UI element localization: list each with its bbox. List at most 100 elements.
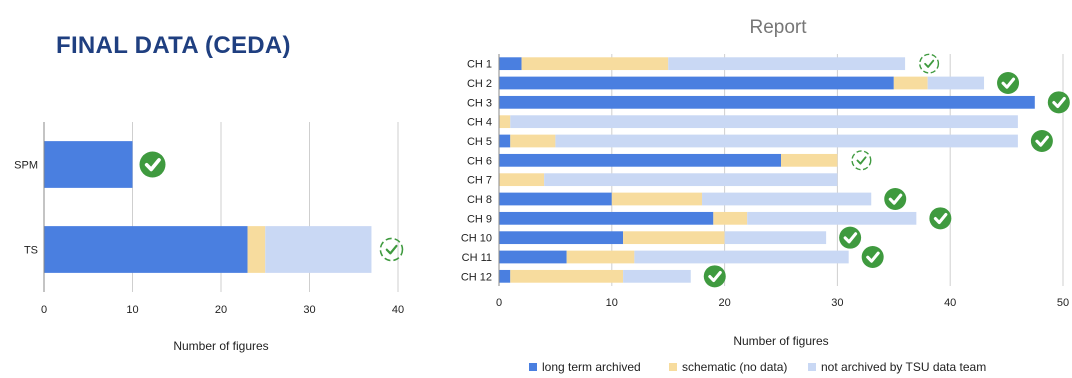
page-title: FINAL DATA (CEDA) xyxy=(56,32,291,59)
bar-segment xyxy=(44,141,133,188)
x-tick-label: 30 xyxy=(303,304,315,316)
bar-segment xyxy=(623,269,691,283)
y-category-label: CH 6 xyxy=(467,155,492,167)
y-category-label: CH 2 xyxy=(467,78,492,90)
check-circle xyxy=(1030,130,1053,152)
bar-segment xyxy=(724,231,827,245)
y-category-label: TS xyxy=(24,245,38,257)
bar-segment xyxy=(499,134,511,148)
check-in-progress-icon xyxy=(379,237,404,262)
x-tick-label: 20 xyxy=(718,297,730,309)
y-category-label: CH 8 xyxy=(467,194,492,206)
y-category-label: SPM xyxy=(14,160,38,172)
x-tick-label: 10 xyxy=(606,297,618,309)
check-dashed-circle xyxy=(851,150,872,171)
x-tick-label: 30 xyxy=(831,297,843,309)
legend-swatch xyxy=(669,363,677,371)
bar-segment xyxy=(499,153,781,167)
check-circle xyxy=(861,246,884,268)
y-category-label: CH 9 xyxy=(467,213,492,225)
legend-label: long term archived xyxy=(542,360,641,374)
bar-segment xyxy=(265,226,372,273)
bar-segment xyxy=(44,226,248,273)
check-mark xyxy=(1001,77,1016,89)
legend-item: long term archived xyxy=(529,360,641,374)
check-mark xyxy=(888,193,903,205)
check-in-progress-icon xyxy=(919,53,940,74)
check-mark xyxy=(144,158,161,172)
legend: long term archived schematic (no data) not… xyxy=(529,360,986,374)
legend-label: not archived by TSU data team xyxy=(821,360,986,374)
bar-segment xyxy=(247,226,266,273)
bar-segment xyxy=(499,173,545,187)
y-category-label: CH 3 xyxy=(467,97,492,109)
x-tick-label: 0 xyxy=(496,297,502,309)
check-mark xyxy=(866,251,880,263)
y-category-label: CH 11 xyxy=(462,252,492,264)
y-category-label: CH 5 xyxy=(467,136,492,148)
bar-segment xyxy=(521,57,669,71)
final-data-chart: 0 10 20 30 40 SPM TS Number of figures xyxy=(14,122,404,353)
check-complete-icon xyxy=(884,188,907,210)
bar-segment xyxy=(566,250,635,264)
check-circle xyxy=(1047,91,1070,114)
y-category-label: CH 12 xyxy=(461,271,492,283)
check-mark xyxy=(385,244,398,255)
bar-segment xyxy=(499,76,894,90)
bar-segment xyxy=(499,192,612,206)
bar-segment xyxy=(499,231,624,245)
bar-segment xyxy=(510,134,556,148)
check-complete-icon xyxy=(839,226,862,249)
check-circle xyxy=(929,207,952,230)
check-mark xyxy=(1052,96,1066,109)
check-circle xyxy=(839,226,862,249)
check-complete-icon xyxy=(703,265,726,288)
check-circle xyxy=(997,72,1020,94)
bar-segment xyxy=(499,211,714,225)
check-mark xyxy=(924,59,935,68)
check-mark xyxy=(1035,135,1049,147)
bar-segment xyxy=(611,192,703,206)
bar-segment xyxy=(781,153,838,167)
check-dashed-circle xyxy=(379,237,404,262)
bar-segment xyxy=(499,95,1035,109)
bar-segment xyxy=(668,57,906,71)
x-tick-label: 50 xyxy=(1057,297,1069,309)
bar-segment xyxy=(499,115,511,129)
check-dashed-circle xyxy=(919,53,940,74)
check-complete-icon xyxy=(997,72,1020,94)
bar-segment xyxy=(499,250,567,264)
check-mark xyxy=(933,212,948,225)
check-complete-icon xyxy=(1047,91,1070,114)
x-tick-label: 40 xyxy=(392,304,404,316)
bar-segment xyxy=(893,76,928,90)
x-axis-title: Number of figures xyxy=(173,339,268,353)
check-complete-icon xyxy=(861,246,884,268)
check-complete-icon xyxy=(139,151,166,178)
check-circle xyxy=(139,151,166,178)
check-mark xyxy=(843,232,858,244)
legend-item: schematic (no data) xyxy=(669,360,787,374)
check-mark xyxy=(856,156,867,165)
bar-segment xyxy=(499,57,522,71)
legend-swatch xyxy=(529,363,537,371)
legend-swatch xyxy=(808,363,816,371)
bar-segment xyxy=(510,115,1018,129)
chart-title: Report xyxy=(749,17,807,38)
check-complete-icon xyxy=(929,207,952,230)
y-category-label: CH 7 xyxy=(467,175,492,187)
bar-segment xyxy=(510,269,624,283)
bar-segment xyxy=(747,211,917,225)
bar-segment xyxy=(544,173,838,187)
x-tick-label: 10 xyxy=(126,304,138,316)
x-axis-title: Number of figures xyxy=(733,334,828,348)
y-category-label: CH 10 xyxy=(461,233,492,245)
x-tick-label: 20 xyxy=(215,304,227,316)
legend-item: not archived by TSU data team xyxy=(808,360,986,374)
x-tick-label: 40 xyxy=(944,297,956,309)
check-mark xyxy=(708,270,722,283)
bar-segment xyxy=(713,211,748,225)
x-tick-label: 0 xyxy=(41,304,47,316)
legend-label: schematic (no data) xyxy=(682,360,787,374)
